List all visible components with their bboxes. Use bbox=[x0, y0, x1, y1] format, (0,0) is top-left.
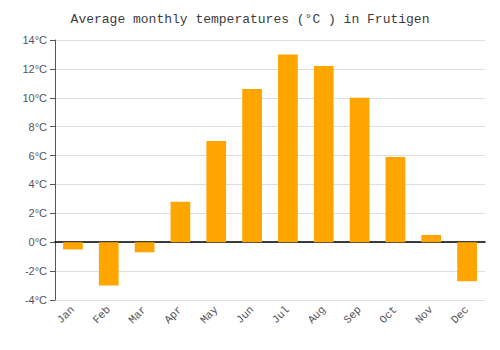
svg-text:-2°C: -2°C bbox=[25, 265, 47, 277]
svg-text:Jan: Jan bbox=[55, 304, 77, 326]
svg-text:Feb: Feb bbox=[91, 304, 113, 326]
svg-text:2°C: 2°C bbox=[29, 207, 48, 219]
svg-text:Jul: Jul bbox=[270, 304, 292, 326]
svg-text:12°C: 12°C bbox=[22, 63, 47, 75]
svg-text:Dec: Dec bbox=[449, 304, 471, 326]
svg-text:May: May bbox=[198, 303, 221, 326]
svg-text:14°C: 14°C bbox=[22, 34, 47, 46]
svg-text:Mar: Mar bbox=[126, 304, 148, 326]
svg-text:Jun: Jun bbox=[234, 304, 256, 326]
svg-text:6°C: 6°C bbox=[29, 150, 48, 162]
svg-text:10°C: 10°C bbox=[22, 92, 47, 104]
svg-text:Average monthly temperatures (: Average monthly temperatures (°C ) in Fr… bbox=[71, 12, 430, 27]
svg-text:-4°C: -4°C bbox=[25, 294, 47, 306]
svg-text:8°C: 8°C bbox=[29, 121, 48, 133]
svg-text:Aug: Aug bbox=[306, 304, 328, 326]
svg-text:Oct: Oct bbox=[377, 304, 399, 326]
svg-text:4°C: 4°C bbox=[29, 178, 48, 190]
svg-text:Nov: Nov bbox=[413, 303, 436, 326]
svg-text:Sep: Sep bbox=[341, 304, 363, 326]
svg-text:0°C: 0°C bbox=[29, 236, 48, 248]
svg-text:Apr: Apr bbox=[162, 304, 184, 326]
